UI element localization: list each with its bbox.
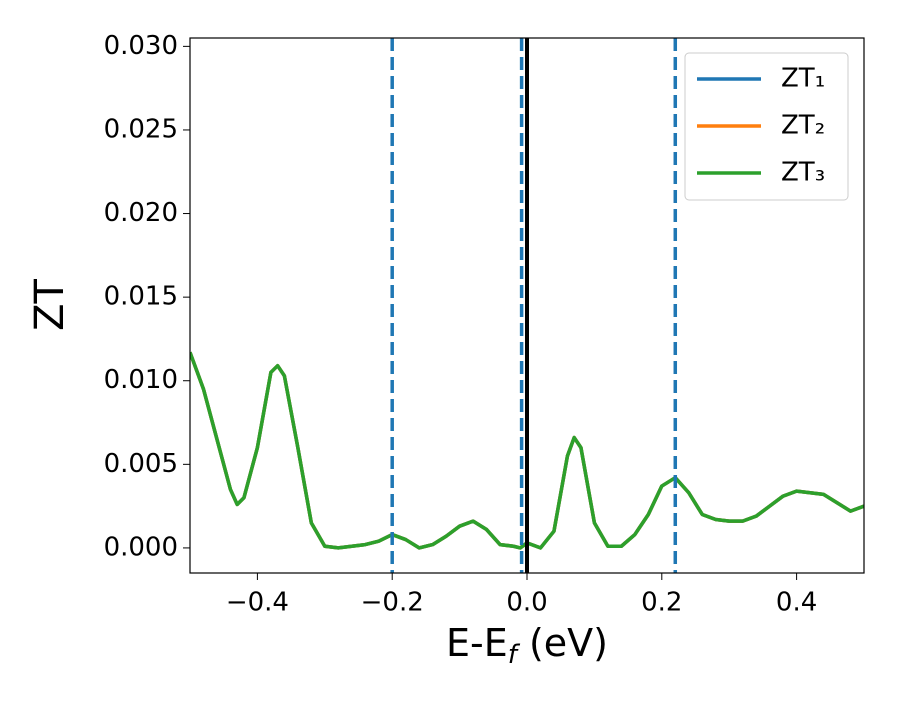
y-tick-label: 0.010 [104, 365, 178, 395]
y-tick-label: 0.020 [104, 198, 178, 228]
series-line [190, 351, 864, 550]
x-tick-label: 0.0 [506, 588, 547, 618]
x-tick-label: 0.2 [641, 588, 682, 618]
y-axis-label: ZT [27, 279, 73, 331]
x-label-part: E-E [446, 621, 508, 665]
legend-label: ZT₁ [781, 64, 825, 94]
x-tick-label: 0.4 [776, 588, 817, 618]
legend-label: ZT₂ [781, 111, 825, 141]
legend: ZT₁ ZT₂ ZT₃ [684, 52, 849, 201]
x-label-part: (eV) [517, 621, 608, 665]
y-tick-label: 0.030 [104, 31, 178, 61]
x-tick-label: −0.2 [361, 588, 424, 618]
plot-area [190, 38, 864, 573]
legend-box [684, 52, 849, 201]
y-tick-label: 0.025 [104, 114, 178, 144]
y-tick-label: 0.000 [104, 532, 178, 562]
y-tick-label: 0.005 [104, 449, 178, 479]
legend-label: ZT₃ [781, 158, 825, 188]
plot-frame [189, 37, 865, 574]
x-tick-label: −0.4 [226, 588, 289, 618]
y-tick-label: 0.015 [104, 282, 178, 312]
x-axis-label: E-Ef (eV) [446, 621, 608, 670]
